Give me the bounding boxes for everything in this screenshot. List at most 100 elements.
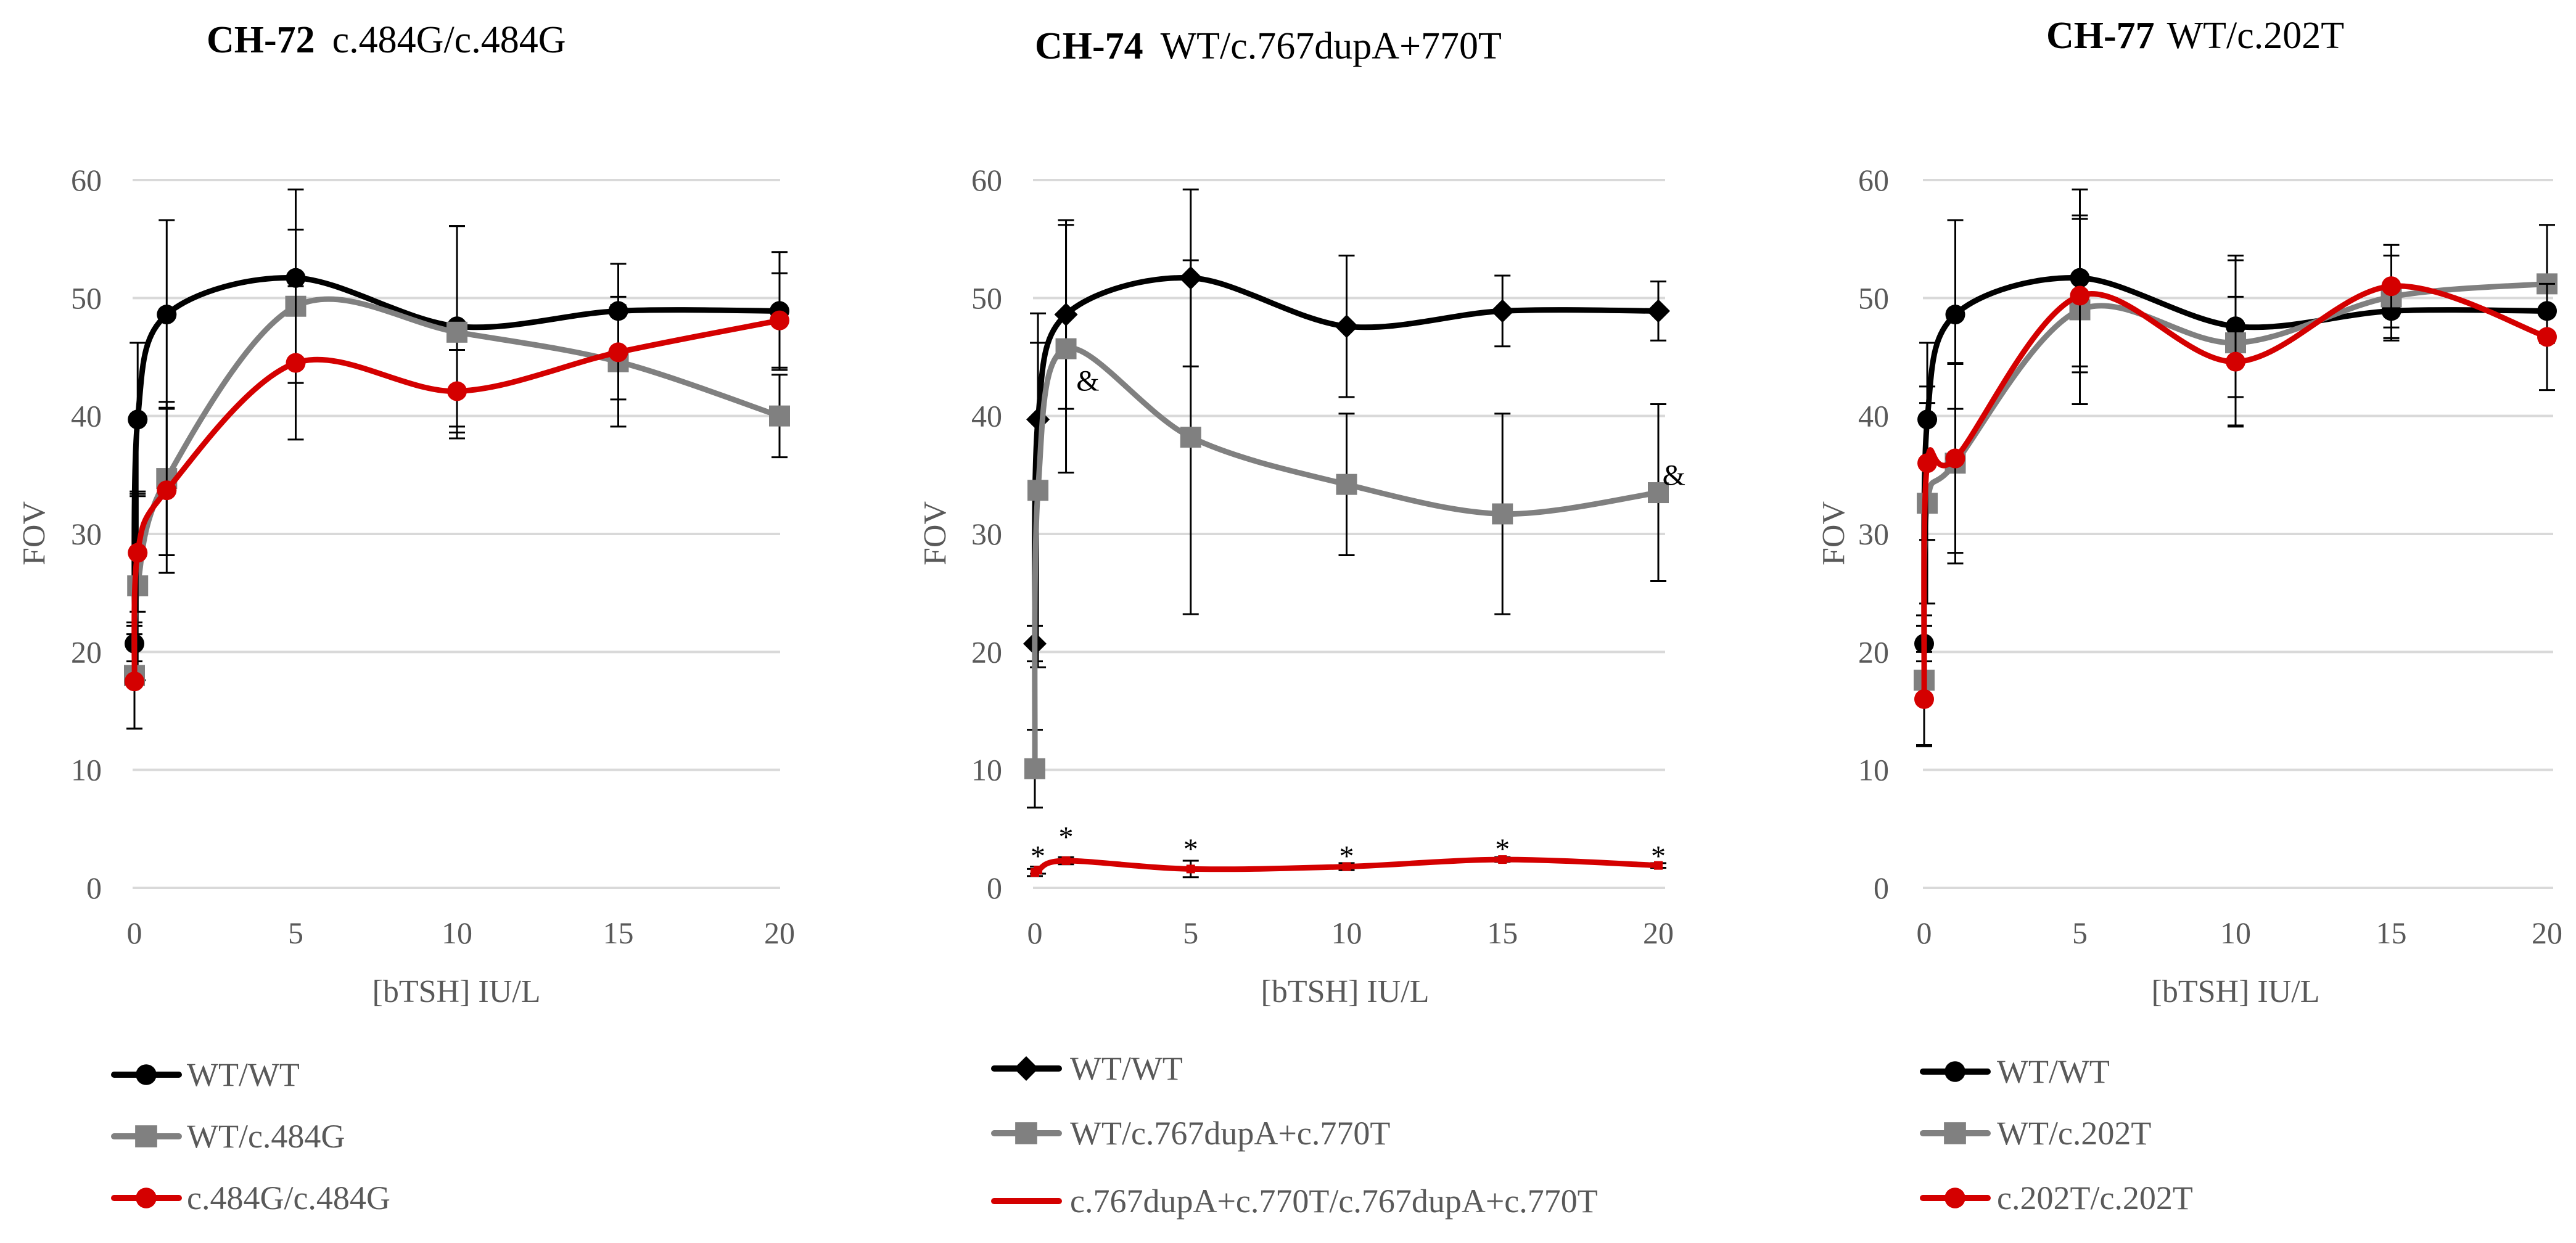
x-tick-label: 20: [2532, 916, 2562, 950]
legend-label: WT/c.202T: [1997, 1115, 2151, 1152]
y-tick-label: 60: [971, 163, 1002, 197]
legend-entry: WT/c.202T: [1920, 1115, 2151, 1152]
legend-swatch-marker: [136, 1188, 157, 1208]
y-tick-label: 50: [71, 281, 102, 315]
x-tick-label: 5: [288, 916, 303, 950]
data-point: [1335, 314, 1359, 338]
data-point: [1027, 480, 1049, 501]
data-point: [1186, 864, 1195, 874]
x-axis-title: [bTSH] IU/L: [1261, 974, 1430, 1009]
y-tick-label: 60: [71, 163, 102, 197]
data-point: [1945, 448, 1965, 469]
data-point: [1654, 861, 1663, 870]
legend-entry: WT/c.767dupA+c.770T: [991, 1115, 1390, 1152]
annotation-mark: &: [1663, 459, 1685, 491]
data-point: [770, 310, 789, 330]
legend-entry: WT/WT: [111, 1056, 300, 1093]
series-het: [1024, 224, 1669, 809]
x-tick-label: 15: [2376, 916, 2407, 950]
x-tick-label: 15: [603, 916, 634, 950]
legend: WT/WT WT/c.767dupA+c.770T c.767dupA+c.770T…: [991, 1050, 1598, 1220]
data-point: [1647, 299, 1670, 323]
legend-entry: WT/c.484G: [111, 1118, 345, 1155]
x-tick-label: 10: [442, 916, 472, 950]
y-axis-ticks: 0 10 20 30 40 50 60: [71, 163, 102, 905]
panel-title-id: CH-77: [2046, 15, 2155, 57]
data-point: [2537, 327, 2557, 347]
annotation-mark: &: [1076, 364, 1099, 397]
y-tick-label: 40: [971, 399, 1002, 433]
legend-swatch-marker: [1944, 1061, 1965, 1082]
y-tick-label: 10: [1858, 753, 1889, 787]
y-tick-label: 30: [971, 517, 1002, 551]
data-point: [1336, 474, 1357, 495]
legend: WT/WT WT/c.484G c.484G/c.484G: [111, 1056, 390, 1216]
annotation-layer: * * * * * * & &: [1031, 364, 1685, 872]
series-layer: [1914, 188, 2557, 747]
data-point: [447, 381, 467, 401]
y-tick-label: 30: [1858, 517, 1889, 551]
y-axis-title: FOV: [1816, 501, 1851, 565]
x-tick-label: 5: [1183, 916, 1198, 950]
legend-swatch-marker: [1014, 1056, 1039, 1081]
series-het: [124, 225, 790, 730]
y-tick-label: 50: [971, 281, 1002, 315]
data-point: [1061, 856, 1071, 865]
y-tick-label: 0: [86, 871, 102, 905]
x-tick-label: 0: [1027, 916, 1043, 950]
data-point: [1024, 758, 1045, 779]
data-point: [128, 543, 148, 563]
series-het: [1914, 214, 2557, 746]
y-axis-title: FOV: [918, 501, 953, 565]
y-tick-label: 10: [71, 753, 102, 787]
data-point: [769, 405, 790, 427]
x-tick-label: 0: [1917, 916, 1932, 950]
data-point: [1917, 453, 1938, 474]
data-point: [1498, 855, 1507, 864]
x-axis-ticks: 0 5 10 15 20: [1917, 916, 2563, 950]
legend-swatch-marker: [135, 1125, 157, 1147]
y-tick-label: 0: [1874, 871, 1889, 905]
chart-panel-ch72: CH-72 c.484G/c.484G 0 10 20 30 40 50 60 0 5 10 15…: [17, 19, 795, 1216]
panel-title-id: CH-72: [207, 19, 315, 61]
data-point: [1945, 305, 1965, 325]
series-hom: [125, 272, 789, 730]
legend-label: c.202T/c.202T: [1997, 1179, 2193, 1216]
chart-panel-ch74: CH-74 WT/c.767dupA+770T 0 10 20 30 40 50 60 0 5…: [918, 25, 1685, 1220]
annotation-mark: *: [1059, 821, 1074, 854]
y-tick-label: 40: [1858, 399, 1889, 433]
legend: WT/WT WT/c.202T c.202T/c.202T: [1920, 1053, 2193, 1216]
data-point: [1034, 866, 1043, 875]
data-point: [1491, 299, 1515, 323]
data-point: [157, 480, 177, 501]
y-axis-ticks: 0 10 20 30 40 50 60: [1858, 163, 1889, 905]
data-point: [1055, 338, 1077, 359]
data-point: [1342, 862, 1351, 871]
data-point: [1914, 689, 1934, 709]
y-tick-label: 20: [71, 634, 102, 669]
x-tick-label: 5: [2072, 916, 2088, 950]
data-point: [608, 342, 628, 363]
data-point: [1180, 427, 1201, 448]
annotation-mark: *: [1651, 840, 1666, 872]
x-tick-label: 0: [127, 916, 142, 950]
x-tick-label: 20: [1643, 916, 1674, 950]
y-axis-ticks: 0 10 20 30 40 50 60: [971, 163, 1002, 905]
data-point: [2070, 285, 2090, 306]
y-tick-label: 10: [971, 753, 1002, 787]
x-axis-ticks: 0 5 10 15 20: [127, 916, 796, 950]
data-point: [286, 353, 306, 373]
legend-entry: WT/WT: [1920, 1053, 2110, 1090]
y-tick-label: 50: [1858, 281, 1889, 315]
legend-label: WT/WT: [187, 1056, 300, 1093]
legend-entry: c.484G/c.484G: [111, 1179, 390, 1216]
data-point: [2226, 351, 2245, 372]
series-line: [1032, 345, 1661, 772]
panel-title: CH-77 WT/c.202T: [2046, 15, 2344, 57]
y-tick-label: 30: [71, 517, 102, 551]
data-point: [1648, 482, 1669, 504]
grid-layer: [1033, 179, 1665, 889]
legend-entry: WT/WT: [991, 1050, 1183, 1087]
y-tick-label: 0: [987, 871, 1002, 905]
